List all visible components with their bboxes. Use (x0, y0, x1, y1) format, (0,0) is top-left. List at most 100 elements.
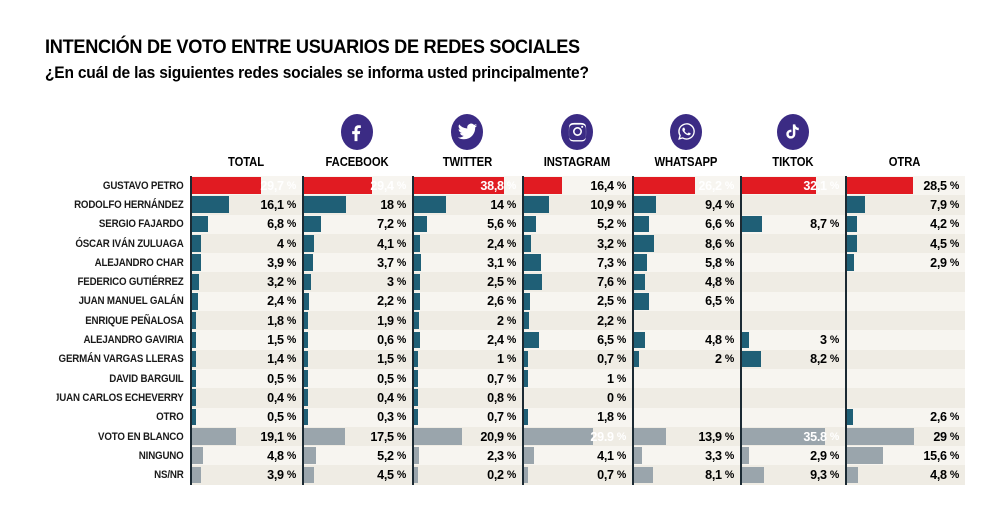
bar-tiktok (742, 466, 764, 484)
value-label-facebook: 4,5 % (377, 468, 406, 483)
value-label-instagram: 2,5 % (597, 294, 626, 309)
table-row: FEDERICO GUTIÉRREZ 3,2 % 3 % 2,5 % 7,6 % 4,8 … (45, 272, 965, 292)
bar-facebook (304, 447, 317, 464)
bar-whatsapp (634, 235, 654, 252)
value-label-total: 1,5 % (267, 333, 296, 348)
bar-facebook (304, 215, 321, 233)
bar-instagram (524, 235, 532, 252)
bar-twitter (414, 408, 418, 426)
bar-twitter (414, 370, 418, 387)
bar-total (192, 312, 197, 329)
cell-total: 4 % (190, 233, 302, 254)
value-label-twitter: 0,8 % (487, 390, 516, 405)
value-label-otra: 28,5 % (923, 178, 959, 193)
cell-facebook: 5,2 % (302, 446, 412, 466)
column-header-label-whatsapp: WHATSAPP (654, 154, 718, 169)
bar-instagram (524, 428, 594, 445)
value-label-instagram: 0 % (607, 390, 626, 405)
table-row: ENRIQUE PEÑALOSA 1,8 % 1,9 % 2 % 2,2 % (45, 311, 965, 331)
bar-twitter (414, 196, 447, 214)
bar-total (192, 389, 196, 407)
cell-twitter: 2 % (412, 311, 522, 331)
cell-total: 0,5 % (190, 368, 302, 389)
cell-instagram: 16,4 % (522, 176, 632, 196)
bar-facebook (304, 408, 308, 426)
bar-whatsapp (634, 466, 653, 484)
cell-total: 1,8 % (190, 311, 302, 331)
column-header-facebook: FACEBOOK (302, 100, 412, 170)
cell-twitter: 2,5 % (412, 272, 522, 292)
value-label-total: 6,8 % (267, 217, 296, 232)
bar-facebook (304, 312, 309, 329)
cell-twitter: 2,6 % (412, 291, 522, 312)
cell-instagram: 6,5 % (522, 330, 632, 350)
cell-whatsapp (632, 311, 740, 331)
value-label-facebook: 3,7 % (377, 255, 406, 270)
value-label-twitter: 2,6 % (487, 294, 516, 309)
value-label-twitter: 2 % (497, 313, 516, 328)
cell-twitter: 2,4 % (412, 233, 522, 254)
value-label-twitter: 2,3 % (487, 448, 516, 463)
cell-twitter: 2,4 % (412, 330, 522, 350)
bar-tiktok (742, 428, 826, 445)
bar-total (192, 408, 196, 426)
no-icon-placeholder (228, 112, 264, 152)
bar-instagram (524, 196, 550, 214)
value-label-instagram: 1,8 % (597, 410, 626, 425)
whatsapp-icon (670, 113, 702, 150)
cell-total: 3,2 % (190, 272, 302, 292)
bar-instagram (524, 350, 528, 368)
column-header-tiktok: TIKTOK (740, 100, 845, 170)
value-label-instagram: 0,7 % (597, 468, 626, 483)
value-label-facebook: 29,4 % (370, 178, 406, 193)
cell-facebook: 18 % (302, 195, 412, 215)
value-label-whatsapp: 6,6 % (705, 217, 734, 232)
bar-total (192, 447, 204, 464)
value-label-twitter: 0,7 % (487, 371, 516, 386)
cell-twitter: 0,8 % (412, 388, 522, 408)
bar-facebook (304, 389, 308, 407)
bar-total (192, 177, 261, 194)
value-label-facebook: 2,2 % (377, 294, 406, 309)
bar-tiktok (742, 177, 817, 194)
value-label-twitter: 0,2 % (487, 468, 516, 483)
cell-total: 1,5 % (190, 330, 302, 350)
bar-facebook (304, 331, 308, 349)
cell-whatsapp (632, 388, 740, 408)
bar-instagram (524, 177, 563, 194)
value-label-whatsapp: 5,8 % (705, 255, 734, 270)
cell-tiktok (740, 253, 845, 273)
bar-total (192, 215, 208, 233)
cell-facebook: 1,9 % (302, 311, 412, 331)
table-row: ALEJANDRO GAVIRIA 1,5 % 0,6 % 2,4 % 6,5 % 4,8… (45, 330, 965, 350)
cell-total: 6,8 % (190, 214, 302, 234)
bar-instagram (524, 447, 534, 464)
cell-tiktok (740, 407, 845, 427)
bar-whatsapp (634, 196, 656, 214)
value-label-otra: 4,8 % (930, 468, 959, 483)
cell-otra: 4,8 % (845, 465, 965, 485)
column-header-twitter: TWITTER (412, 100, 522, 170)
column-header-otra: OTRA (845, 100, 965, 170)
bar-total (192, 235, 202, 252)
bar-twitter (414, 215, 427, 233)
table-row: RODOLFO HERNÁNDEZ 16,1 % 18 % 14 % 10,9 % 9,4… (45, 195, 965, 215)
cell-otra: 2,9 % (845, 253, 965, 273)
bar-otra (847, 466, 859, 484)
value-label-instagram: 0,7 % (597, 352, 626, 367)
value-label-facebook: 1,5 % (377, 352, 406, 367)
bar-instagram (524, 312, 530, 329)
tiktok-icon-wrapper (775, 112, 811, 152)
value-label-instagram: 6,5 % (597, 333, 626, 348)
cell-tiktok: 8,2 % (740, 349, 845, 369)
cell-twitter: 2,3 % (412, 446, 522, 466)
cell-otra (845, 388, 965, 408)
value-label-tiktok: 35.8 % (803, 429, 839, 444)
cell-whatsapp: 4,8 % (632, 272, 740, 292)
twitter-icon-wrapper (449, 112, 485, 152)
cell-facebook: 4,5 % (302, 465, 412, 485)
bar-twitter (414, 312, 419, 329)
row-label: JUAN MANUEL GALÁN (56, 291, 190, 312)
cell-whatsapp: 6,6 % (632, 214, 740, 234)
column-header-instagram: INSTAGRAM (522, 100, 632, 170)
